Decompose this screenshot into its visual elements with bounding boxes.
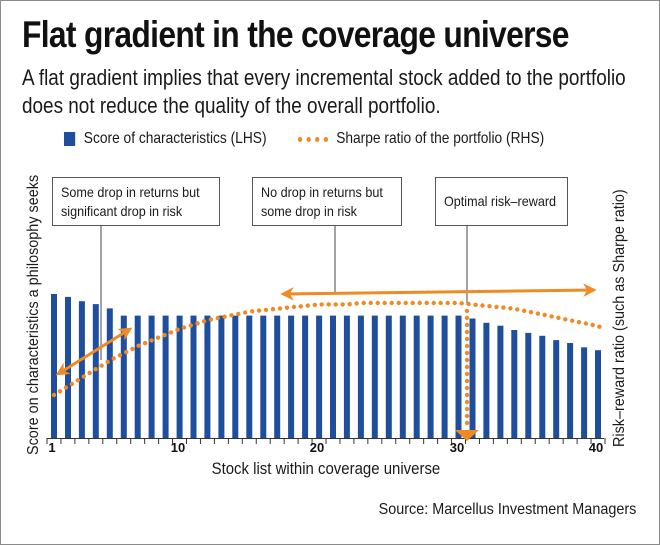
bar [204,315,211,438]
callout-2-line-2: some drop in risk [261,202,357,219]
chart-subtitle: A flat gradient implies that every incre… [22,65,626,118]
bar [497,325,504,438]
legend-dotted-line-icon [297,136,328,142]
bar [455,315,462,438]
bar [427,315,434,438]
bar [51,294,57,438]
double-arrow-no-return-drop [280,283,597,301]
callout-optimal: Optimal risk–reward [435,177,568,226]
x-axis-label: Stock list within coverage universe [0,459,652,479]
bar [399,315,406,438]
bar [567,343,574,438]
bar-series [51,294,601,438]
callout-some-drop: Some drop in returns but significant dro… [52,177,220,226]
bar [511,330,518,438]
bar [288,315,295,438]
bar [357,315,364,438]
callout-1-line-2: significant drop in risk [61,202,183,219]
bar [274,315,281,438]
optimal-arrowhead-icon [455,430,479,441]
legend-bar-label: Score of characteristics (LHS) [83,130,267,147]
bar [413,315,420,438]
bar [106,308,113,438]
bar [78,301,85,438]
bar [162,315,169,438]
bar [595,350,601,438]
bar [330,315,336,438]
bar [120,315,127,438]
callout-3-line-1: Optimal risk–reward [444,193,557,209]
x-axis-ticks [46,438,606,444]
bar [385,315,392,438]
bar [232,315,239,438]
bar [218,315,225,438]
bar [483,322,490,438]
bar [441,315,448,438]
x-tick-label: 10 [170,440,186,455]
sharpe-ratio-dotted-line [51,300,602,398]
x-tick-label: 20 [309,440,325,455]
bar [190,315,197,438]
bar [343,315,350,438]
callout-1-line-1: Some drop in returns but [61,183,200,200]
x-axis-label-text: Stock list within coverage universe [211,459,441,478]
callout-2-line-1: No drop in returns but [261,183,383,200]
x-tick-label: 1 [48,440,56,455]
legend-bar-swatch-icon [64,132,76,146]
legend-line-label: Sharpe ratio of the portfolio (RHS) [336,130,545,147]
source-note: Source: Marcellus Investment Managers [378,501,636,518]
double-arrow-risk-drop [55,327,133,376]
bar [246,315,253,438]
chart-title: Flat gradient in the coverage universe [22,14,569,55]
legend: Score of characteristics (LHS) Sharpe ra… [64,128,544,150]
optimal-vertical-dotted-arrow [464,308,470,426]
bar [469,318,476,438]
bar [134,315,141,438]
bar [553,340,560,438]
bar [302,315,309,438]
x-tick-label: 30 [449,440,465,455]
callout-no-drop: No drop in returns but some drop in risk [252,177,402,226]
bar [316,315,323,438]
bar [525,332,532,438]
bar [260,315,267,438]
x-tick-label: 40 [588,440,604,455]
bar [176,315,183,438]
bar [539,335,546,438]
bar [371,315,378,438]
bar [148,315,155,438]
bar [581,347,588,438]
